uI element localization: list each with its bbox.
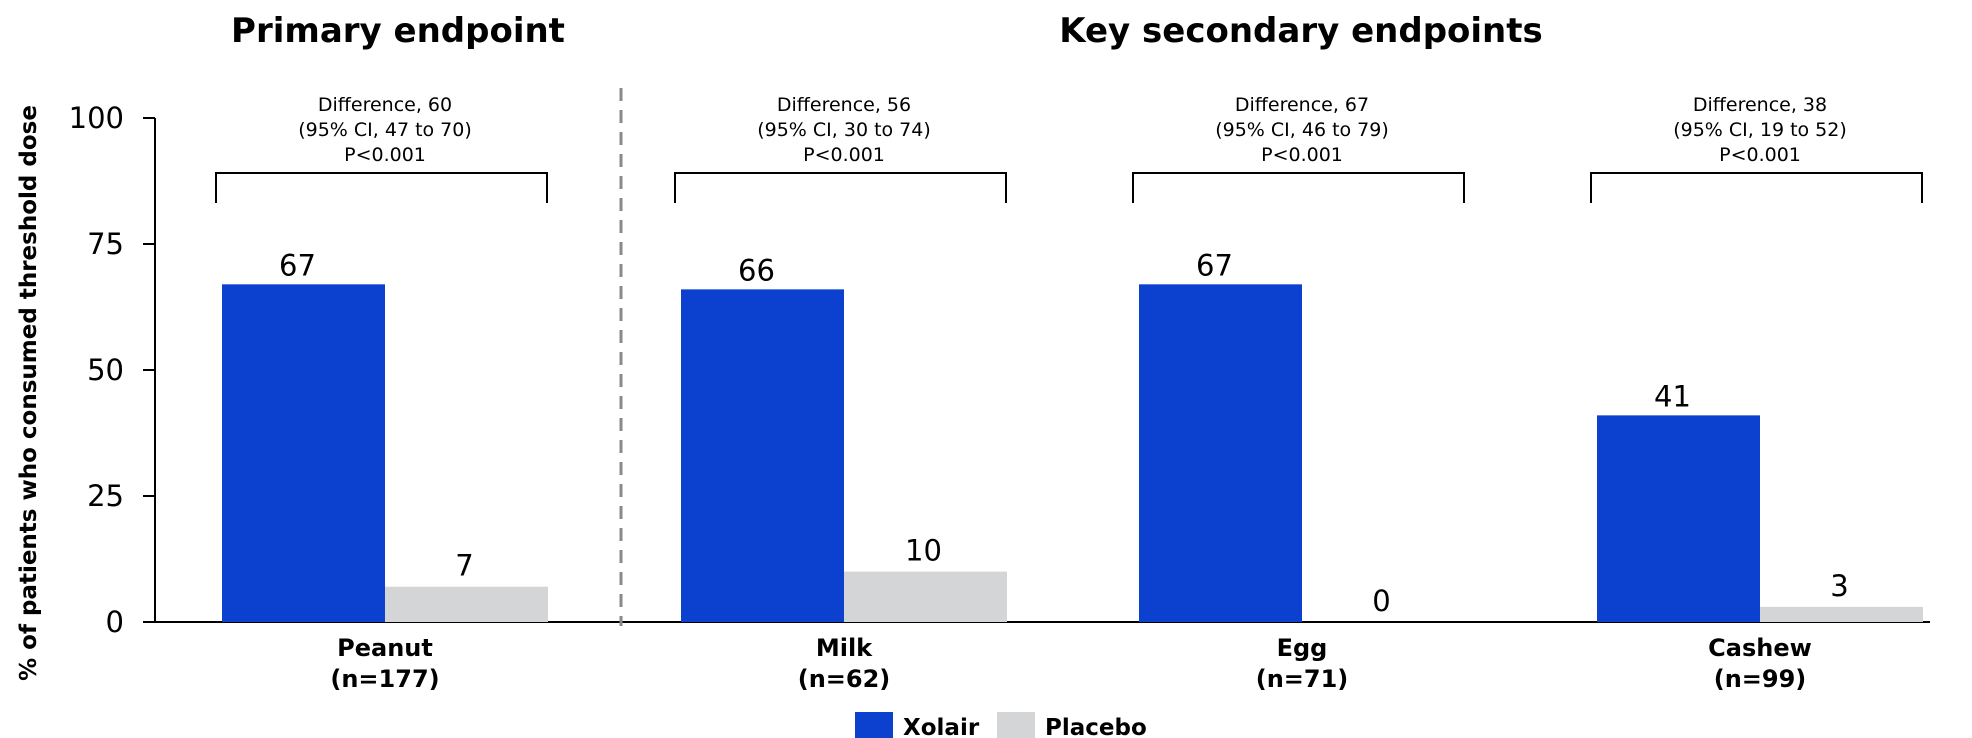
difference-annotation-line: (95% CI, 30 to 74) — [757, 119, 931, 141]
y-axis-label: % of patients who consumed threshold dos… — [16, 105, 42, 681]
legend-label-xolair: Xolair — [903, 715, 980, 738]
y-tick-label: 75 — [87, 227, 124, 261]
difference-annotation-line: P<0.001 — [803, 144, 885, 166]
y-tick-label: 25 — [87, 479, 124, 513]
section-title-primary: Primary endpoint — [231, 11, 565, 51]
legend-swatch-xolair — [855, 712, 893, 738]
bar-placebo-milk — [844, 571, 1007, 622]
difference-annotation-line: (95% CI, 19 to 52) — [1673, 119, 1847, 141]
data-label-placebo-cashew: 3 — [1830, 569, 1848, 603]
difference-bracket — [215, 172, 548, 203]
difference-bracket — [674, 172, 1007, 203]
section-title-secondary: Key secondary endpoints — [1059, 11, 1543, 51]
bar-xolair-cashew — [1597, 415, 1760, 622]
bar-placebo-peanut — [385, 586, 548, 622]
bar-placebo-cashew — [1760, 606, 1923, 622]
difference-annotation-line: Difference, 67 — [1235, 94, 1369, 116]
legend-swatch-placebo — [997, 712, 1035, 738]
difference-annotation-line: (95% CI, 46 to 79) — [1215, 119, 1389, 141]
y-tick-label: 50 — [87, 353, 124, 387]
difference-annotation-line: P<0.001 — [1261, 144, 1343, 166]
x-category-label: Peanut — [337, 634, 433, 662]
difference-bracket — [1590, 172, 1923, 203]
difference-annotation-line: (95% CI, 47 to 70) — [298, 119, 472, 141]
bar-xolair-egg — [1139, 284, 1302, 622]
data-label-xolair-milk: 66 — [738, 253, 775, 287]
x-category-label: Egg — [1277, 634, 1328, 662]
difference-annotation-line: Difference, 56 — [777, 94, 911, 116]
data-label-xolair-peanut: 67 — [279, 248, 316, 282]
bar-xolair-milk — [681, 289, 844, 622]
difference-bracket — [1132, 172, 1465, 203]
difference-annotation-line: Difference, 60 — [318, 94, 452, 116]
x-category-label: Cashew — [1708, 634, 1812, 662]
data-label-placebo-milk: 10 — [905, 534, 942, 568]
y-tick-label: 100 — [69, 101, 124, 135]
difference-annotation-line: P<0.001 — [1719, 144, 1801, 166]
difference-annotation-line: P<0.001 — [344, 144, 426, 166]
x-category-sublabel: (n=71) — [1256, 665, 1349, 693]
x-category-label: Milk — [816, 634, 873, 662]
x-category-sublabel: (n=99) — [1714, 665, 1807, 693]
data-label-placebo-egg: 0 — [1372, 584, 1390, 618]
data-label-xolair-egg: 67 — [1196, 248, 1233, 282]
x-category-sublabel: (n=62) — [798, 665, 891, 693]
bar-xolair-peanut — [222, 284, 385, 622]
legend-label-placebo: Placebo — [1045, 715, 1147, 738]
y-tick-label: 0 — [106, 605, 124, 639]
data-label-placebo-peanut: 7 — [455, 549, 473, 583]
data-label-xolair-cashew: 41 — [1654, 379, 1691, 413]
difference-annotation-line: Difference, 38 — [1693, 94, 1827, 116]
x-category-sublabel: (n=177) — [330, 665, 439, 693]
